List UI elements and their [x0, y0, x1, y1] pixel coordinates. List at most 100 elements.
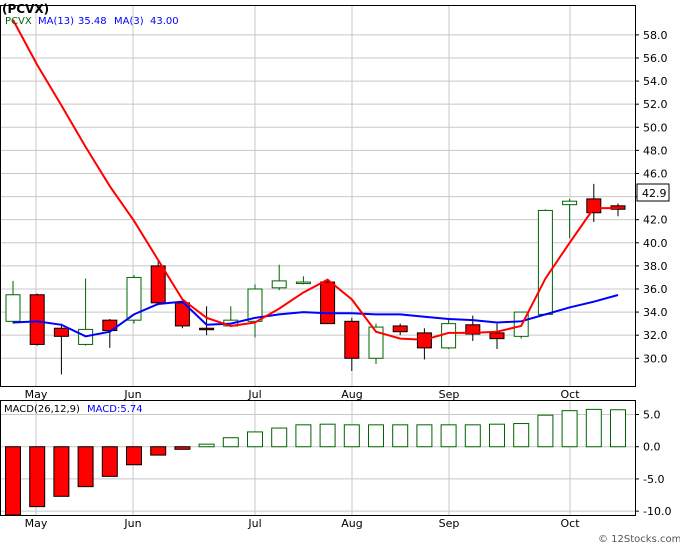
candle-body: [5, 294, 21, 322]
candle: [392, 323, 408, 336]
price-tick-label: 36.0: [643, 283, 668, 296]
candle: [199, 306, 215, 336]
price-month-label: May: [25, 388, 48, 401]
macd-month-label: Aug: [341, 517, 362, 530]
macd-month-label: Jul: [247, 517, 261, 530]
candle: [271, 264, 287, 291]
price-tick-label: 42.0: [643, 214, 668, 227]
price-tick-label: 40.0: [643, 237, 668, 250]
price-month-label: Jun: [123, 388, 141, 401]
macd-bar: [222, 437, 239, 448]
candle-body: [199, 327, 215, 331]
legend-ma13-value: 35.48: [78, 16, 107, 27]
macd-month-label: Jun: [123, 517, 141, 530]
macd-bar: [489, 423, 505, 448]
price-tick-label: 38.0: [643, 260, 668, 273]
price-tick-label: 46.0: [643, 167, 668, 180]
price-month-label: Sep: [439, 388, 460, 401]
macd-bar: [29, 446, 46, 508]
macd-bar: [513, 423, 530, 448]
price-tick-label: 48.0: [643, 144, 668, 157]
macd-month-label: Oct: [560, 517, 580, 530]
price-tick-label: 32.0: [643, 329, 668, 342]
candle-body: [537, 209, 553, 315]
macd-bar: [295, 424, 312, 448]
macd-tick-label: -5.0: [643, 473, 664, 486]
candle: [368, 323, 384, 365]
candle-body: [392, 325, 408, 333]
candle: [489, 323, 505, 350]
price-grid: [1, 6, 635, 386]
macd-bar: [537, 414, 554, 448]
macd-bar: [416, 424, 433, 448]
price-tick-label: 58.0: [643, 29, 668, 42]
price-tick-label: 52.0: [643, 98, 668, 111]
price-tick-label: 34.0: [643, 306, 668, 319]
macd-bar: [271, 427, 288, 448]
macd-bar: [440, 424, 457, 448]
candle-body: [489, 332, 505, 340]
macd-bar: [319, 423, 336, 448]
candle: [5, 280, 21, 324]
candle: [562, 198, 578, 239]
candle-body: [441, 323, 457, 349]
watermark: © 12Stocks.com: [598, 534, 680, 545]
macd-bar: [610, 409, 626, 448]
price-tick-label: 50.0: [643, 121, 668, 134]
macd-bar: [561, 410, 578, 448]
candle: [586, 183, 602, 222]
candle-body: [126, 276, 142, 321]
candle: [344, 317, 360, 371]
candle-body: [29, 294, 45, 345]
macd-y-axis: 5.0 0.0 -5.0 -10.0: [635, 409, 671, 518]
candles: [5, 183, 626, 375]
price-panel: [0, 5, 636, 387]
macd-bar: [174, 446, 191, 450]
price-tick-label: 54.0: [643, 75, 668, 88]
macd-bar: [464, 424, 481, 448]
candle-body: [295, 281, 311, 285]
candle-body: [320, 281, 336, 325]
macd-tick-label: 5.0: [643, 409, 661, 422]
macd-bar: [53, 446, 70, 497]
macd-bar: [368, 424, 384, 448]
legend-ma3-label: MA(3): [114, 16, 144, 27]
candle-body: [247, 288, 263, 322]
macd-value-label: MACD:5.74: [87, 404, 143, 415]
macd-bar: [150, 446, 167, 456]
candle-body: [271, 280, 287, 289]
candle: [247, 284, 263, 338]
candle: [537, 209, 553, 315]
ma13-line: [12, 294, 619, 338]
candle-body: [368, 326, 384, 359]
macd-label: MACD(26,12,9): [4, 404, 80, 415]
price-month-label: Oct: [560, 388, 580, 401]
legend-ma13-label: MA(13): [38, 16, 74, 27]
candle-body: [344, 320, 360, 359]
candle-body: [465, 324, 481, 335]
candle: [29, 293, 45, 346]
candle-body: [53, 327, 69, 337]
macd-bar: [126, 446, 142, 466]
macd-x-axis: May Jun Jul Aug Sep Oct: [25, 517, 581, 530]
macd-bar: [77, 446, 94, 488]
ticker-label: (PCVX): [2, 2, 49, 16]
ma3-line: [12, 19, 618, 341]
last-price-label: 42.9: [642, 187, 667, 200]
macd-bar: [392, 424, 409, 448]
last-price-box: [636, 183, 670, 202]
macd-bar: [101, 446, 118, 477]
price-month-label: Jul: [247, 388, 261, 401]
macd-bars: [5, 408, 626, 516]
legend-symbol: PCVX: [5, 16, 32, 27]
macd-bar: [5, 446, 21, 516]
macd-bar: [198, 443, 215, 448]
macd-month-label: Sep: [439, 517, 460, 530]
candle: [295, 276, 311, 285]
price-month-label: Aug: [341, 388, 362, 401]
candle: [320, 280, 336, 325]
candle: [126, 275, 142, 324]
macd-tick-label: 0.0: [643, 441, 661, 454]
